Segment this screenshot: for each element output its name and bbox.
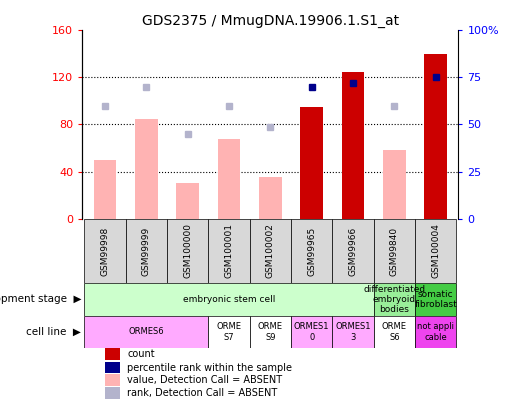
- Bar: [126, 219, 167, 284]
- Bar: [374, 284, 415, 315]
- Text: GSM99966: GSM99966: [349, 226, 358, 275]
- Text: GSM99965: GSM99965: [307, 226, 316, 275]
- Text: GSM99840: GSM99840: [390, 226, 399, 275]
- Text: ORMES1
0: ORMES1 0: [294, 322, 330, 341]
- Bar: [374, 219, 415, 284]
- Bar: [84, 219, 126, 284]
- Bar: [291, 219, 332, 284]
- Bar: [415, 284, 456, 315]
- Text: GSM99998: GSM99998: [100, 226, 109, 275]
- Bar: [383, 150, 406, 219]
- Bar: [342, 72, 364, 219]
- Text: count: count: [127, 349, 155, 359]
- Bar: [250, 219, 291, 284]
- Bar: [208, 315, 250, 348]
- Text: ORME
S7: ORME S7: [216, 322, 242, 341]
- Text: GSM99999: GSM99999: [142, 226, 151, 275]
- Bar: [425, 54, 447, 219]
- Bar: [208, 219, 250, 284]
- Bar: [84, 315, 208, 348]
- Bar: [332, 219, 374, 284]
- Text: somatic
fibroblast: somatic fibroblast: [414, 290, 457, 309]
- Title: GDS2375 / MmugDNA.19906.1.S1_at: GDS2375 / MmugDNA.19906.1.S1_at: [142, 14, 399, 28]
- Text: cell line  ▶: cell line ▶: [26, 327, 81, 337]
- Text: GSM100002: GSM100002: [266, 224, 275, 278]
- Bar: [332, 315, 374, 348]
- Text: embryonic stem cell: embryonic stem cell: [183, 295, 275, 304]
- Text: GSM100000: GSM100000: [183, 224, 192, 279]
- Bar: [167, 219, 208, 284]
- Bar: [176, 183, 199, 219]
- Bar: [301, 107, 323, 219]
- Text: GSM100004: GSM100004: [431, 224, 440, 278]
- Bar: [105, 348, 120, 360]
- Bar: [105, 362, 120, 373]
- Text: ORME
S6: ORME S6: [382, 322, 407, 341]
- Bar: [105, 387, 120, 399]
- Bar: [374, 315, 415, 348]
- Bar: [135, 119, 157, 219]
- Bar: [250, 315, 291, 348]
- Text: ORMES6: ORMES6: [128, 327, 164, 336]
- Text: ORMES1
3: ORMES1 3: [335, 322, 371, 341]
- Bar: [415, 219, 456, 284]
- Bar: [415, 315, 456, 348]
- Text: rank, Detection Call = ABSENT: rank, Detection Call = ABSENT: [127, 388, 278, 398]
- Text: development stage  ▶: development stage ▶: [0, 294, 81, 305]
- Text: value, Detection Call = ABSENT: value, Detection Call = ABSENT: [127, 375, 282, 385]
- Bar: [105, 375, 120, 386]
- Text: percentile rank within the sample: percentile rank within the sample: [127, 362, 293, 373]
- Bar: [291, 315, 332, 348]
- Text: not appli
cable: not appli cable: [417, 322, 454, 341]
- Bar: [93, 160, 116, 219]
- Bar: [84, 284, 374, 315]
- Text: ORME
S9: ORME S9: [258, 322, 283, 341]
- Text: differentiated
embryoid
bodies: differentiated embryoid bodies: [363, 285, 426, 314]
- Text: GSM100001: GSM100001: [224, 224, 233, 279]
- Bar: [218, 139, 240, 219]
- Bar: [259, 177, 281, 219]
